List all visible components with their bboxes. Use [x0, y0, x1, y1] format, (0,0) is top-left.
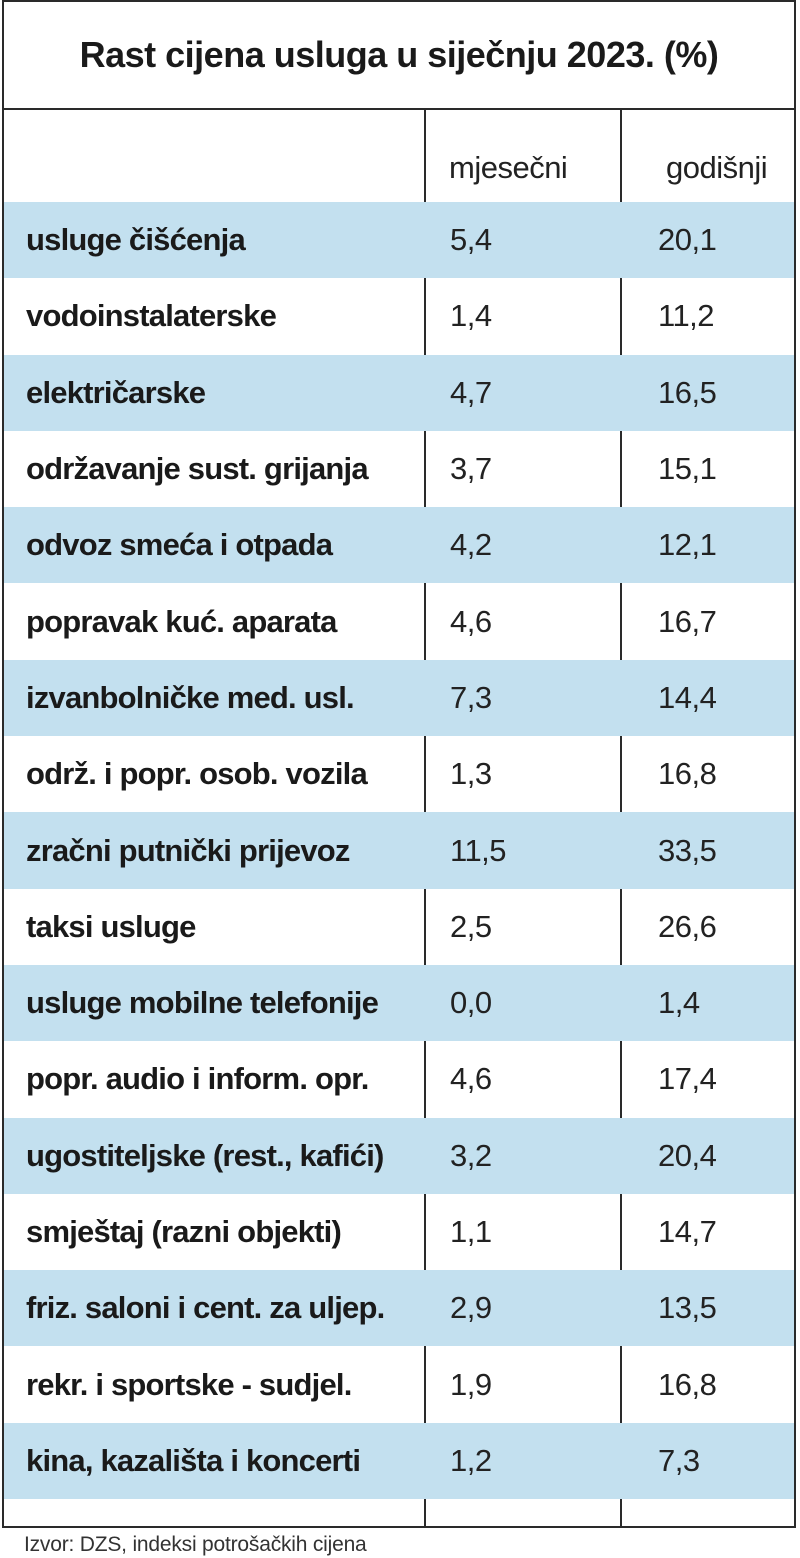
row-label: odvoz smeća i otpada [26, 527, 333, 563]
cell-godisnji: 13,5 [658, 1290, 717, 1326]
row-label: vodoinstalaterske [26, 298, 277, 334]
cell-godisnji: 7,3 [658, 1442, 700, 1478]
row-label: taksi usluge [26, 908, 196, 944]
cell-mjesecni: 4,2 [450, 527, 492, 563]
table-row: ugostiteljske (rest., kafići) 3,2 20,4 [4, 1117, 794, 1194]
table-title: Rast cijena usluga u siječnju 2023. (%) [4, 2, 794, 110]
table-row: kina, kazališta i koncerti 1,2 7,3 [4, 1422, 794, 1500]
row-label: usluge mobilne telefonije [26, 985, 379, 1021]
cell-godisnji: 14,7 [658, 1214, 717, 1249]
table-row: održavanje sust. grijanja 3,7 15,1 [4, 431, 794, 507]
source-note: Izvor: DZS, indeksi potrošačkih cijena [24, 1533, 367, 1556]
table-row: smještaj (razni objekti) 1,1 14,7 [4, 1194, 794, 1270]
cell-mjesecni: 11,5 [450, 832, 507, 868]
table-row: popravak kuć. aparata 4,6 16,7 [4, 583, 794, 659]
cell-mjesecni: 3,7 [450, 451, 492, 487]
cell-godisnji: 12,1 [658, 527, 717, 563]
cell-godisnji: 16,5 [658, 374, 717, 410]
row-label: kina, kazališta i koncerti [26, 1442, 361, 1478]
row-label: električarske [26, 374, 206, 410]
table-row: usluge mobilne telefonije 0,0 1,4 [4, 964, 794, 1042]
cell-godisnji: 33,5 [658, 832, 717, 868]
cell-godisnji: 17,4 [658, 1061, 717, 1097]
cell-mjesecni: 4,6 [450, 603, 492, 639]
cell-mjesecni: 1,2 [450, 1442, 492, 1478]
cell-godisnji: 16,7 [658, 603, 717, 639]
table-row: rekr. i sportske - sudjel. 1,9 16,8 [4, 1346, 794, 1422]
cell-godisnji: 16,8 [658, 1366, 717, 1402]
table-row: električarske 4,7 16,5 [4, 354, 794, 431]
cell-mjesecni: 1,1 [450, 1214, 492, 1249]
row-label: smještaj (razni objekti) [26, 1214, 342, 1249]
row-label: ugostiteljske (rest., kafići) [26, 1137, 384, 1173]
cell-mjesecni: 0,0 [450, 985, 492, 1021]
row-label: popravak kuć. aparata [26, 603, 337, 639]
cell-godisnji: 15,1 [658, 451, 717, 487]
cell-mjesecni: 1,4 [450, 298, 492, 334]
cell-mjesecni: 4,6 [450, 1061, 492, 1097]
table-row: taksi usluge 2,5 26,6 [4, 889, 794, 965]
row-label: zračni putnički prijevoz [26, 832, 350, 868]
row-label: friz. saloni i cent. za uljep. [26, 1290, 385, 1326]
column-header-mjesecni: mjesečni [449, 150, 568, 185]
table-row: popr. audio i inform. opr. 4,6 17,4 [4, 1041, 794, 1117]
cell-mjesecni: 1,9 [450, 1366, 492, 1402]
row-label: usluge čišćenja [26, 222, 246, 258]
cell-godisnji: 1,4 [658, 985, 700, 1021]
cell-mjesecni: 5,4 [450, 222, 492, 258]
row-label: održavanje sust. grijanja [26, 451, 369, 487]
row-label: rekr. i sportske - sudjel. [26, 1366, 352, 1402]
cell-godisnji: 14,4 [658, 679, 717, 715]
cell-mjesecni: 2,5 [450, 908, 492, 944]
table-row: izvanbolničke med. usl. 7,3 14,4 [4, 659, 794, 737]
cell-godisnji: 20,1 [658, 222, 717, 258]
table-row: friz. saloni i cent. za uljep. 2,9 13,5 [4, 1270, 794, 1347]
cell-mjesecni: 3,2 [450, 1137, 492, 1173]
cell-mjesecni: 7,3 [450, 679, 492, 715]
cell-mjesecni: 1,3 [450, 756, 492, 792]
table-row: odvoz smeća i otpada 4,2 12,1 [4, 507, 794, 584]
cell-godisnji: 16,8 [658, 756, 717, 792]
table-frame: Rast cijena usluga u siječnju 2023. (%) … [2, 0, 796, 1528]
cell-godisnji: 11,2 [658, 298, 715, 334]
table-row: vodoinstalaterske 1,4 11,2 [4, 278, 794, 354]
row-label: održ. i popr. osob. vozila [26, 756, 368, 792]
column-header-godisnji: godišnji [666, 150, 768, 185]
cell-mjesecni: 2,9 [450, 1290, 492, 1326]
table-body: usluge čišćenja 5,4 20,1 vodoinstalaterske 1… [4, 202, 794, 1500]
table-row: zračni putnički prijevoz 11,5 33,5 [4, 812, 794, 889]
cell-godisnji: 20,4 [658, 1137, 717, 1173]
table-row: usluge čišćenja 5,4 20,1 [4, 202, 794, 279]
cell-mjesecni: 4,7 [450, 374, 492, 410]
table-row: održ. i popr. osob. vozila 1,3 16,8 [4, 736, 794, 812]
cell-godisnji: 26,6 [658, 908, 717, 944]
row-label: popr. audio i inform. opr. [26, 1061, 369, 1097]
row-label: izvanbolničke med. usl. [26, 679, 355, 715]
